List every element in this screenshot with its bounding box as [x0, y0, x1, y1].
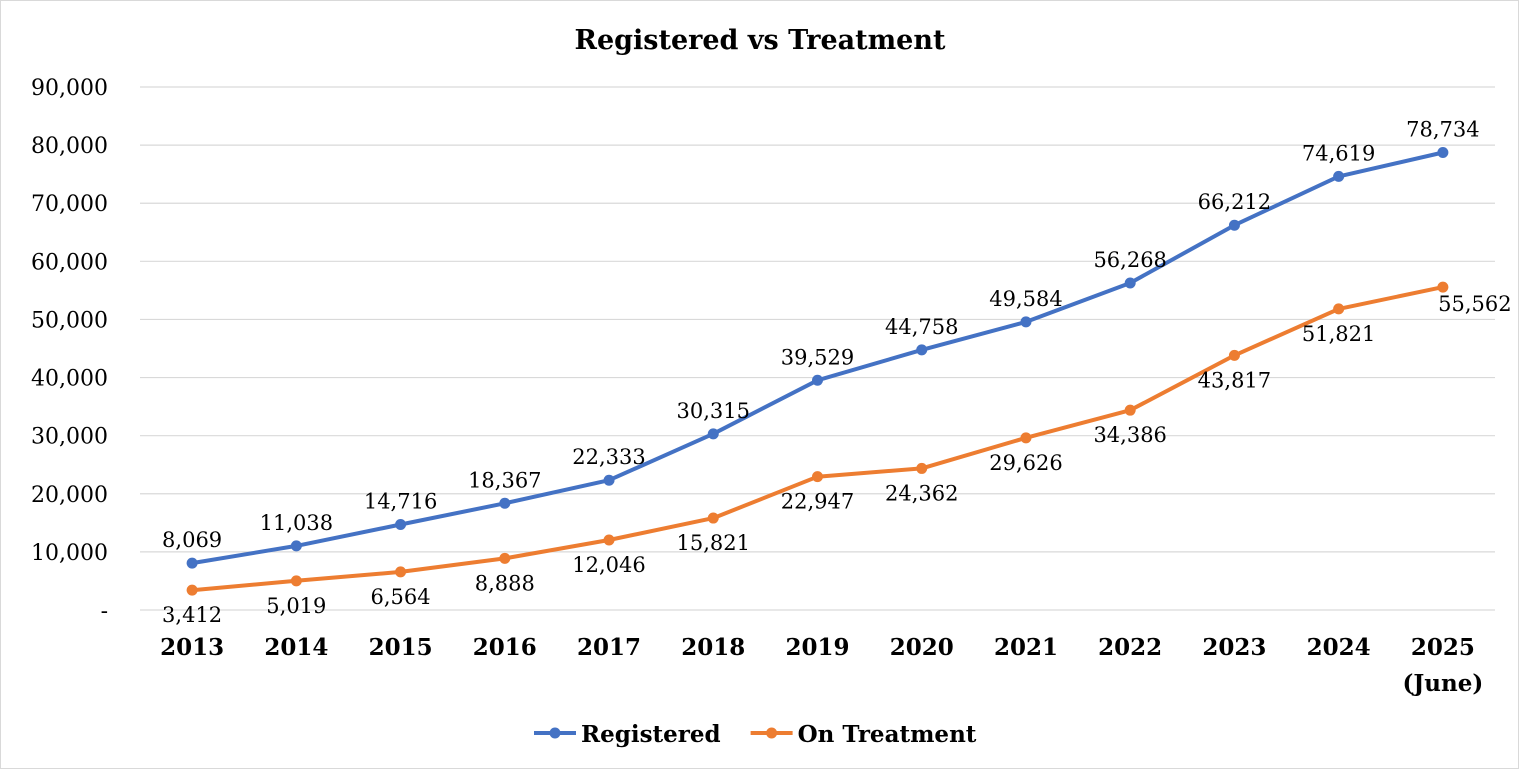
- data-label: 11,038: [260, 511, 333, 535]
- y-axis-tick-labels: - 10,000 20,000 30,000 40,000 50,000 60,000 70,…: [31, 76, 108, 624]
- data-point: [1020, 316, 1032, 328]
- data-label: 43,817: [1198, 368, 1271, 392]
- data-point: [1333, 303, 1345, 315]
- y-tick-label: 40,000: [31, 367, 108, 392]
- data-point: [1437, 281, 1449, 293]
- x-axis-tick-labels: 2013 2014 2015 2016 2017 2018 2019 2020 2021 2022…: [160, 634, 1483, 697]
- data-label: 30,315: [677, 399, 750, 423]
- data-point: [603, 534, 615, 546]
- x-tick-label: 2020: [890, 634, 954, 661]
- data-label: 78,734: [1406, 117, 1479, 141]
- data-point: [290, 540, 302, 552]
- x-tick-label: 2016: [473, 634, 537, 661]
- data-label: 6,564: [371, 585, 431, 609]
- data-label: 29,626: [989, 451, 1062, 475]
- data-label: 51,821: [1302, 322, 1375, 346]
- data-label: 56,268: [1093, 248, 1166, 272]
- legend-marker: [766, 727, 778, 739]
- data-label: 24,362: [885, 481, 958, 505]
- data-label: 18,367: [468, 468, 541, 492]
- legend-marker: [549, 727, 561, 739]
- data-point: [916, 344, 928, 356]
- data-point: [395, 518, 407, 530]
- data-point: [603, 474, 615, 486]
- data-point: [812, 374, 823, 386]
- x-tick-label: 2018: [681, 634, 745, 661]
- data-label: 3,412: [162, 603, 222, 627]
- data-label: 22,947: [781, 490, 854, 514]
- data-point: [1228, 349, 1240, 361]
- data-series: [186, 146, 1449, 596]
- y-tick-label: 50,000: [31, 308, 108, 333]
- data-label: 49,584: [989, 287, 1062, 311]
- data-point: [1124, 404, 1136, 416]
- x-tick-label: (June): [1403, 670, 1484, 697]
- x-tick-label: 2025: [1411, 634, 1475, 661]
- data-label: 44,758: [885, 315, 958, 339]
- legend-entry: Registered: [534, 721, 721, 748]
- x-tick-label: 2022: [1098, 634, 1162, 661]
- data-label: 55,562: [1438, 292, 1511, 316]
- data-label: 74,619: [1302, 141, 1375, 165]
- data-point: [916, 462, 928, 474]
- y-tick-label: 30,000: [31, 425, 108, 450]
- y-tick-label: -: [101, 599, 108, 624]
- data-point: [186, 557, 198, 569]
- x-tick-label: 2021: [994, 634, 1058, 661]
- data-label: 8,069: [162, 528, 222, 552]
- legend-entry: On Treatment: [750, 721, 977, 748]
- data-point: [1228, 219, 1240, 231]
- data-point: [707, 512, 719, 524]
- series-line: [190, 285, 1445, 593]
- legend: Registered On Treatment: [534, 721, 977, 748]
- x-tick-label: 2017: [577, 634, 641, 661]
- data-point: [1020, 432, 1032, 444]
- data-point: [499, 497, 511, 509]
- legend-label: On Treatment: [798, 721, 977, 748]
- data-label: 15,821: [677, 531, 750, 555]
- data-label: 39,529: [781, 345, 854, 369]
- y-tick-label: 70,000: [31, 192, 108, 217]
- x-tick-label: 2019: [785, 634, 849, 661]
- x-tick-label: 2015: [369, 634, 433, 661]
- y-tick-label: 80,000: [31, 134, 108, 159]
- data-point: [290, 575, 302, 587]
- y-tick-label: 90,000: [31, 76, 108, 101]
- data-point: [812, 471, 823, 483]
- data-point: [1437, 146, 1449, 158]
- data-label: 22,333: [572, 445, 645, 469]
- data-label: 14,716: [364, 489, 437, 513]
- x-tick-label: 2014: [264, 634, 328, 661]
- data-label: 12,046: [572, 553, 645, 577]
- data-point: [1124, 277, 1136, 289]
- legend-label: Registered: [581, 721, 721, 748]
- x-tick-label: 2024: [1307, 634, 1371, 661]
- data-label: 8,888: [475, 571, 535, 595]
- chart-title: Registered vs Treatment: [575, 25, 946, 56]
- data-point: [499, 552, 511, 564]
- data-point: [707, 428, 719, 440]
- data-point: [1333, 170, 1345, 182]
- data-label: 66,212: [1198, 190, 1271, 214]
- y-tick-label: 20,000: [31, 483, 108, 508]
- y-tick-label: 60,000: [31, 250, 108, 275]
- data-point: [395, 566, 407, 578]
- data-label: 5,019: [266, 594, 326, 618]
- x-tick-label: 2023: [1202, 634, 1266, 661]
- x-tick-label: 2013: [160, 634, 224, 661]
- data-point: [186, 584, 198, 596]
- data-label: 34,386: [1093, 423, 1166, 447]
- y-tick-label: 10,000: [31, 541, 108, 566]
- data-labels: 8,069 11,038 14,716 18,367 22,333 30,315 39,52…: [162, 117, 1512, 627]
